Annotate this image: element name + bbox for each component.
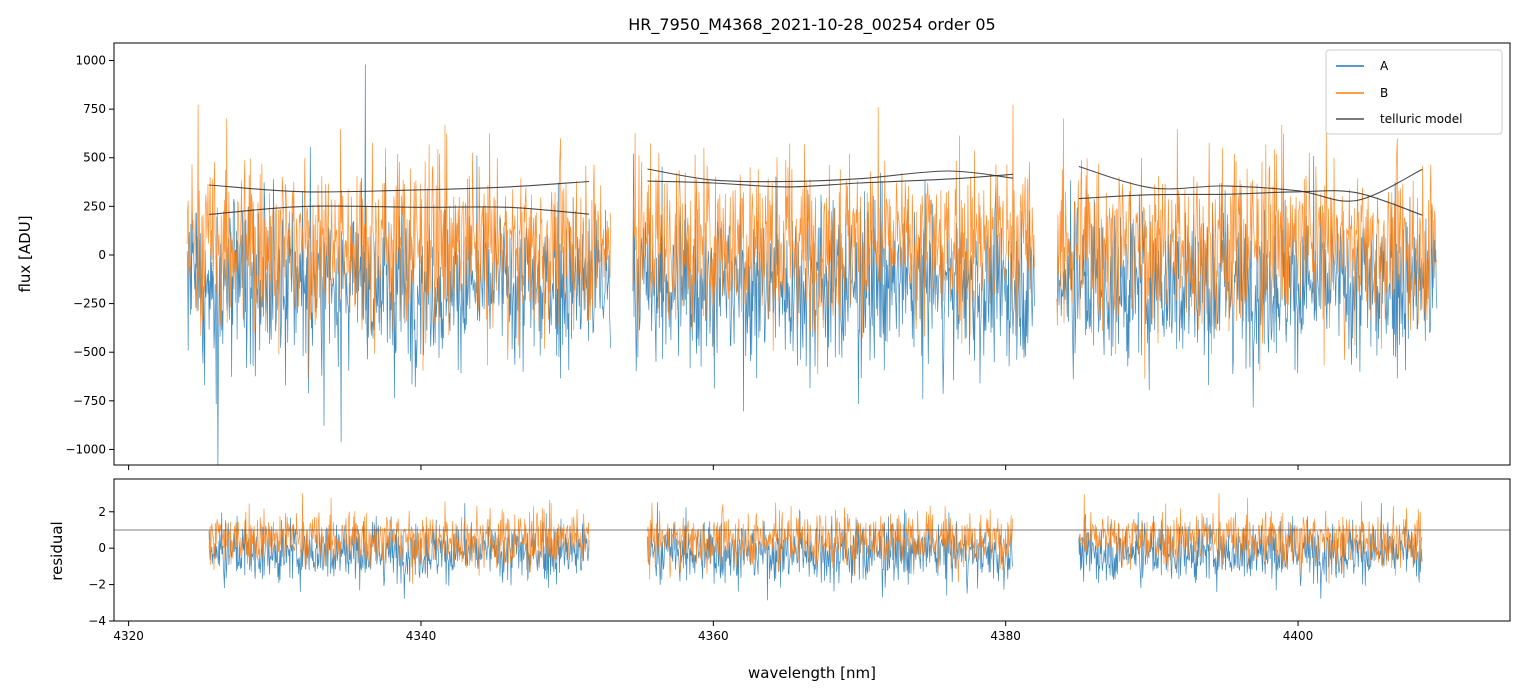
- residual-y-tick-label: 2: [98, 505, 106, 519]
- flux-y-tick-label: 1000: [75, 54, 106, 68]
- residual-x-tick-label: 4380: [990, 629, 1021, 643]
- residual-y-tick-label: −2: [88, 578, 106, 592]
- residual-x-axis: 4320 4340 4360 4380 4400: [113, 621, 1313, 643]
- flux-y-axis: −1000 −750 −500 −250 0 250 500 750 1000: [65, 54, 114, 456]
- x-axis-label: wavelength [nm]: [748, 664, 876, 682]
- flux-y-tick-label: −500: [73, 345, 106, 359]
- residual-y-axis: −4 −2 0 2: [88, 505, 114, 628]
- residual-series-b-segment-3: [1078, 493, 1423, 584]
- residual-series-b-segment-2: [647, 502, 1014, 583]
- flux-y-tick-label: 250: [83, 199, 106, 213]
- residual-plot-area: [114, 493, 1510, 601]
- residual-x-tick-label: 4400: [1283, 629, 1314, 643]
- flux-series-b-segment-3: [1056, 118, 1438, 379]
- flux-y-tick-label: −750: [73, 394, 106, 408]
- residual-series-b-segment-1: [208, 493, 590, 584]
- residual-series-a-segment-3: [1078, 503, 1423, 599]
- flux-y-tick-label: −250: [73, 297, 106, 311]
- legend-box: [1325, 49, 1503, 135]
- residual-panel: −4 −2 0 2 4320 4340 4360 4380 4400 residual wav…: [48, 478, 1511, 682]
- legend-label-b: B: [1380, 86, 1388, 100]
- residual-x-tick-label: 4340: [406, 629, 437, 643]
- telluric-model-curve-3: [647, 168, 1014, 183]
- flux-y-tick-label: −1000: [65, 442, 106, 456]
- residual-y-tick-label: −4: [88, 614, 106, 628]
- telluric-model-curve-2: [208, 205, 590, 216]
- flux-x-axis: [128, 465, 1299, 470]
- residual-x-tick-label: 4360: [698, 629, 729, 643]
- flux-series-b-segment-2: [632, 104, 1035, 375]
- legend-label-telluric: telluric model: [1380, 112, 1462, 126]
- residual-y-tick-label: 0: [98, 541, 106, 555]
- flux-y-label: flux [ADU]: [16, 215, 34, 292]
- flux-y-tick-label: 0: [98, 248, 106, 262]
- flux-plot-area: [186, 64, 1438, 465]
- telluric-model-curve-1: [208, 180, 590, 193]
- flux-series-a-segment-1: [186, 64, 611, 465]
- telluric-model-curve-5: [1078, 165, 1423, 202]
- telluric-model-curve-6: [1078, 190, 1423, 216]
- residual-y-label: residual: [48, 521, 66, 580]
- flux-y-tick-label: 750: [83, 102, 106, 116]
- residual-axes-frame: [113, 478, 1511, 622]
- chart-title: HR_7950_M4368_2021-10-28_00254 order 05: [628, 15, 995, 35]
- flux-series-b-segment-1: [186, 104, 611, 379]
- flux-axes-frame: [113, 42, 1511, 466]
- flux-y-tick-label: 500: [83, 151, 106, 165]
- telluric-model-curve-4: [647, 173, 1014, 188]
- legend-label-a: A: [1380, 59, 1389, 73]
- residual-x-tick-label: 4320: [113, 629, 144, 643]
- flux-panel: −1000 −750 −500 −250 0 250 500 750 1000 flux [AD…: [16, 42, 1511, 470]
- legend: A B telluric model: [1325, 49, 1503, 135]
